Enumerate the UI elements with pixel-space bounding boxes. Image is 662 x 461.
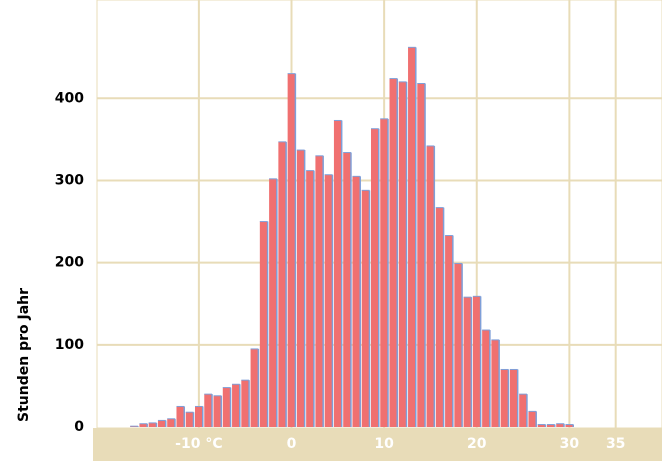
bar bbox=[556, 423, 564, 427]
bar bbox=[370, 128, 379, 428]
bar bbox=[278, 141, 287, 427]
bar bbox=[519, 394, 527, 427]
bar bbox=[537, 424, 546, 427]
bar bbox=[389, 78, 398, 427]
bar bbox=[352, 176, 361, 427]
bar bbox=[306, 170, 314, 428]
bar bbox=[222, 387, 231, 427]
bar bbox=[472, 296, 481, 427]
y-tick-label: 300 bbox=[55, 172, 84, 188]
x-tick-label: -10 °C bbox=[175, 436, 222, 452]
bar bbox=[491, 339, 500, 427]
bar bbox=[148, 422, 157, 427]
bar bbox=[213, 395, 222, 427]
bar bbox=[232, 384, 240, 427]
x-tick-label: 10 bbox=[374, 436, 394, 452]
bar bbox=[241, 380, 250, 427]
y-axis-label: Stunden pro Jahr bbox=[16, 288, 32, 422]
bar bbox=[259, 221, 268, 427]
bar bbox=[528, 411, 537, 427]
bar bbox=[509, 369, 518, 427]
bar bbox=[417, 83, 426, 427]
x-tick-label: 30 bbox=[560, 436, 580, 452]
bar bbox=[139, 423, 148, 427]
bar bbox=[343, 152, 351, 427]
bar bbox=[195, 406, 203, 427]
bar bbox=[361, 190, 370, 427]
bar bbox=[324, 174, 333, 427]
y-tick-label: 0 bbox=[74, 419, 84, 435]
x-tick-label: 0 bbox=[287, 436, 297, 452]
bar bbox=[167, 418, 175, 427]
y-tick-label: 100 bbox=[55, 337, 84, 353]
bar bbox=[500, 369, 509, 427]
bar bbox=[398, 81, 407, 427]
bar bbox=[250, 348, 259, 427]
x-tick-label: 35 bbox=[606, 436, 625, 452]
y-tick-label: 400 bbox=[55, 90, 84, 106]
bar bbox=[408, 47, 416, 427]
bar bbox=[315, 155, 324, 427]
bar bbox=[463, 297, 472, 427]
bar bbox=[296, 150, 305, 428]
bar bbox=[380, 118, 389, 428]
bar bbox=[333, 120, 342, 427]
bar bbox=[287, 73, 296, 427]
bar bbox=[435, 207, 444, 427]
x-axis-band bbox=[93, 428, 662, 461]
bar bbox=[454, 263, 463, 427]
bar bbox=[185, 412, 194, 427]
bar bbox=[565, 424, 574, 427]
bar bbox=[546, 424, 555, 427]
bar bbox=[426, 145, 435, 427]
x-tick-label: 20 bbox=[467, 436, 487, 452]
bar bbox=[482, 330, 490, 427]
y-tick-label: 200 bbox=[55, 255, 84, 271]
bar bbox=[445, 235, 453, 427]
bar bbox=[176, 406, 185, 427]
bar bbox=[269, 178, 277, 427]
bar bbox=[157, 420, 166, 427]
bar bbox=[204, 394, 213, 427]
